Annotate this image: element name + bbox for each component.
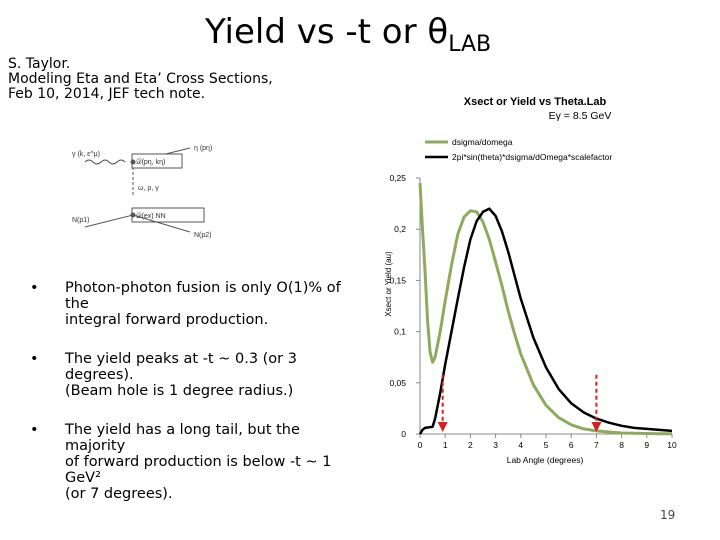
nucleon-line-in: [84, 214, 134, 228]
chart-title: Xsect or Yield vs Theta.Lab: [464, 96, 607, 108]
bullet-line: The yield peaks at -t ~ 0.3 (or 3 degree…: [65, 351, 297, 383]
slide-title: Yield vs -t or θLAB: [205, 12, 491, 57]
bottom-box-label: 𝒟(ex) NN: [136, 213, 166, 220]
nucleon-line-out: [132, 214, 191, 233]
chart-legend: dsigma/domega 2pi*sin(theta)*dsigma/dOme…: [425, 137, 612, 162]
series-line-2: [418, 207, 673, 435]
x-tick-label: 3: [493, 440, 498, 450]
series-line-1: [418, 183, 673, 436]
credit-line: S. Taylor.: [8, 56, 71, 72]
x-tick-label: 8: [619, 440, 624, 450]
marker-arrowhead-2: [591, 422, 602, 432]
bullet-line: integral forward production.: [65, 312, 269, 328]
bullet-item: • The yield peaks at -t ~ 0.3 (or 3 degre…: [30, 351, 360, 399]
feynman-diagram: γ (k, ε^μ) η (pη) 𝒟(pη, kη) ω, ρ, γ 𝒟(ex…: [72, 145, 212, 239]
bullet-line: (Beam hole is 1 degree radius.): [65, 383, 294, 399]
x-tick-label: 2: [468, 440, 473, 450]
chart-subtitle: Eγ = 8.5 GeV: [549, 110, 612, 122]
credit-block: S. Taylor. Modeling Eta and Eta’ Cross S…: [8, 57, 273, 102]
x-tick-label: 1: [443, 440, 448, 450]
page-number: 19: [660, 508, 676, 522]
x-tick-label: 9: [644, 440, 649, 450]
y-axis-label: Xsect or Yield (au): [384, 251, 393, 317]
eta-label: η (pη): [194, 145, 212, 152]
x-tick-label: 5: [544, 440, 549, 450]
yield-chart: Xsect or Yield vs Theta.Lab Eγ = 8.5 GeV…: [384, 96, 677, 465]
marker-arrowhead-1: [437, 422, 448, 432]
bullet-line: of forward production is below -t ~ 1 Ge…: [65, 454, 332, 486]
bullet-line: (or 7 degrees).: [65, 486, 173, 502]
legend-label-series-2: 2pi*sin(theta)*dsigma/dOmega*scalefactor: [452, 152, 612, 162]
y-tick-label: 0,15: [389, 275, 406, 285]
y-tick-label: 0,05: [389, 378, 406, 388]
bullet-line: The yield has a long tail, but the major…: [65, 422, 300, 454]
bullet-list: • Photon-photon fusion is only O(1)% of t…: [30, 280, 360, 525]
y-tick-label: 0,2: [394, 224, 406, 234]
bullet-marker: •: [30, 280, 39, 296]
x-tick-label: 10: [667, 440, 677, 450]
x-tick-label: 6: [569, 440, 574, 450]
bullet-line: Photon-photon fusion is only O(1)% of th…: [65, 280, 341, 312]
slide-title-subscript: LAB: [448, 32, 492, 57]
x-axis-label: Lab Angle (degrees): [507, 455, 584, 465]
bullet-item: • Photon-photon fusion is only O(1)% of t…: [30, 280, 360, 328]
photon-line-in: [84, 159, 126, 165]
x-tick-label: 0: [418, 440, 423, 450]
x-tick-label: 4: [518, 440, 523, 450]
x-tick-label: 7: [594, 440, 599, 450]
bullet-item: • The yield has a long tail, but the majo…: [30, 422, 360, 502]
y-tick-label: 0,1: [394, 327, 406, 337]
credit-line: Feb 10, 2014, JEF tech note.: [8, 86, 206, 102]
plot-area: 0 0,05 0,1 0,15 0,2 0,25 0 1 2 3 4 5 6 7 8 9 10: [389, 173, 677, 450]
legend-label-series-1: dsigma/domega: [452, 137, 513, 147]
slide-title-main: Yield vs -t or θ: [205, 12, 449, 52]
vertex-label: ω, ρ, γ: [138, 185, 159, 192]
nucleon-out-label: N(p2): [194, 232, 212, 239]
bullet-marker: •: [30, 351, 39, 367]
top-vertex: [130, 159, 136, 165]
y-tick-label: 0: [401, 429, 406, 439]
gamma-label: γ (k, ε^μ): [72, 151, 100, 158]
credit-line: Modeling Eta and Eta’ Cross Sections,: [8, 71, 273, 87]
bottom-vertex: [130, 212, 136, 218]
top-box-label: 𝒟(pη, kη): [136, 159, 165, 166]
bullet-marker: •: [30, 422, 39, 438]
y-tick-label: 0,25: [389, 173, 406, 183]
nucleon-in-label: N(p1): [72, 217, 90, 224]
